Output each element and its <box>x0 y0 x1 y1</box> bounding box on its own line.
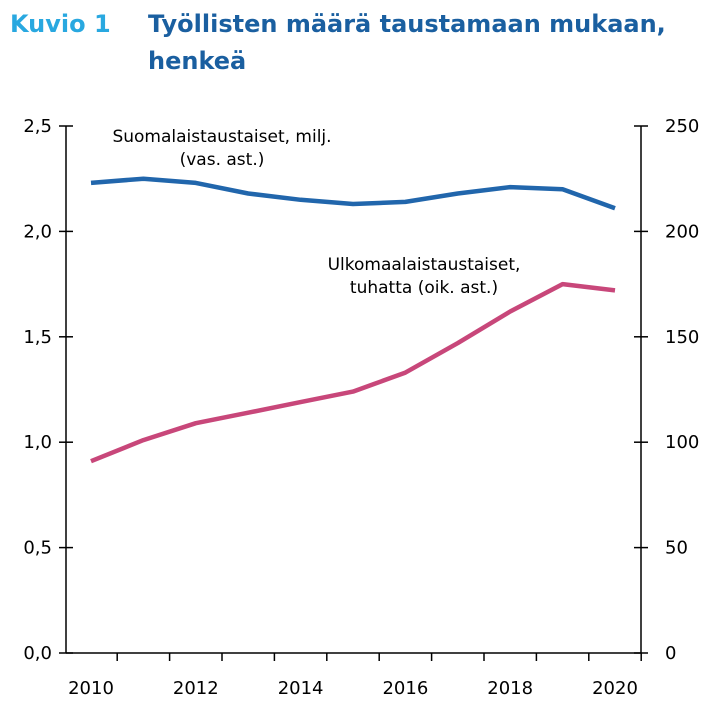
series-label-native: Suomalaistaustaiset, milj. <box>112 127 331 147</box>
x-tick-label: 2012 <box>173 678 219 699</box>
right-y-tick-label: 250 <box>665 116 699 137</box>
right-y-tick-label: 200 <box>665 221 699 242</box>
figure-label: Kuvio 1 <box>10 10 111 38</box>
left-y-tick-label: 2,0 <box>23 221 52 242</box>
x-tick-label: 2014 <box>278 678 324 699</box>
left-y-tick-label: 0,5 <box>23 538 52 559</box>
right-y-tick-label: 50 <box>665 538 688 559</box>
x-tick-label: 2010 <box>68 678 114 699</box>
right-y-tick-label: 100 <box>665 432 699 453</box>
left-y-tick-label: 1,0 <box>23 432 52 453</box>
x-tick-label: 2018 <box>487 678 533 699</box>
left-y-tick-label: 2,5 <box>23 116 52 137</box>
right-y-tick-label: 150 <box>665 327 699 348</box>
series-label-foreign: Ulkomaalaistaustaiset, <box>328 255 521 275</box>
x-tick-label: 2020 <box>592 678 638 699</box>
series-line-foreign <box>90 281 616 464</box>
series-line-native <box>90 176 616 211</box>
left-y-tick-label: 0,0 <box>23 643 52 664</box>
chart-title: Työllisten määrä taustamaan mukaan, henk… <box>148 10 666 75</box>
x-tick-label: 2016 <box>382 678 428 699</box>
series-label-foreign: tuhatta (oik. ast.) <box>350 278 498 298</box>
left-y-tick-label: 1,5 <box>23 327 52 348</box>
series-label-native: (vas. ast.) <box>180 150 265 170</box>
right-y-tick-label: 0 <box>665 643 676 664</box>
